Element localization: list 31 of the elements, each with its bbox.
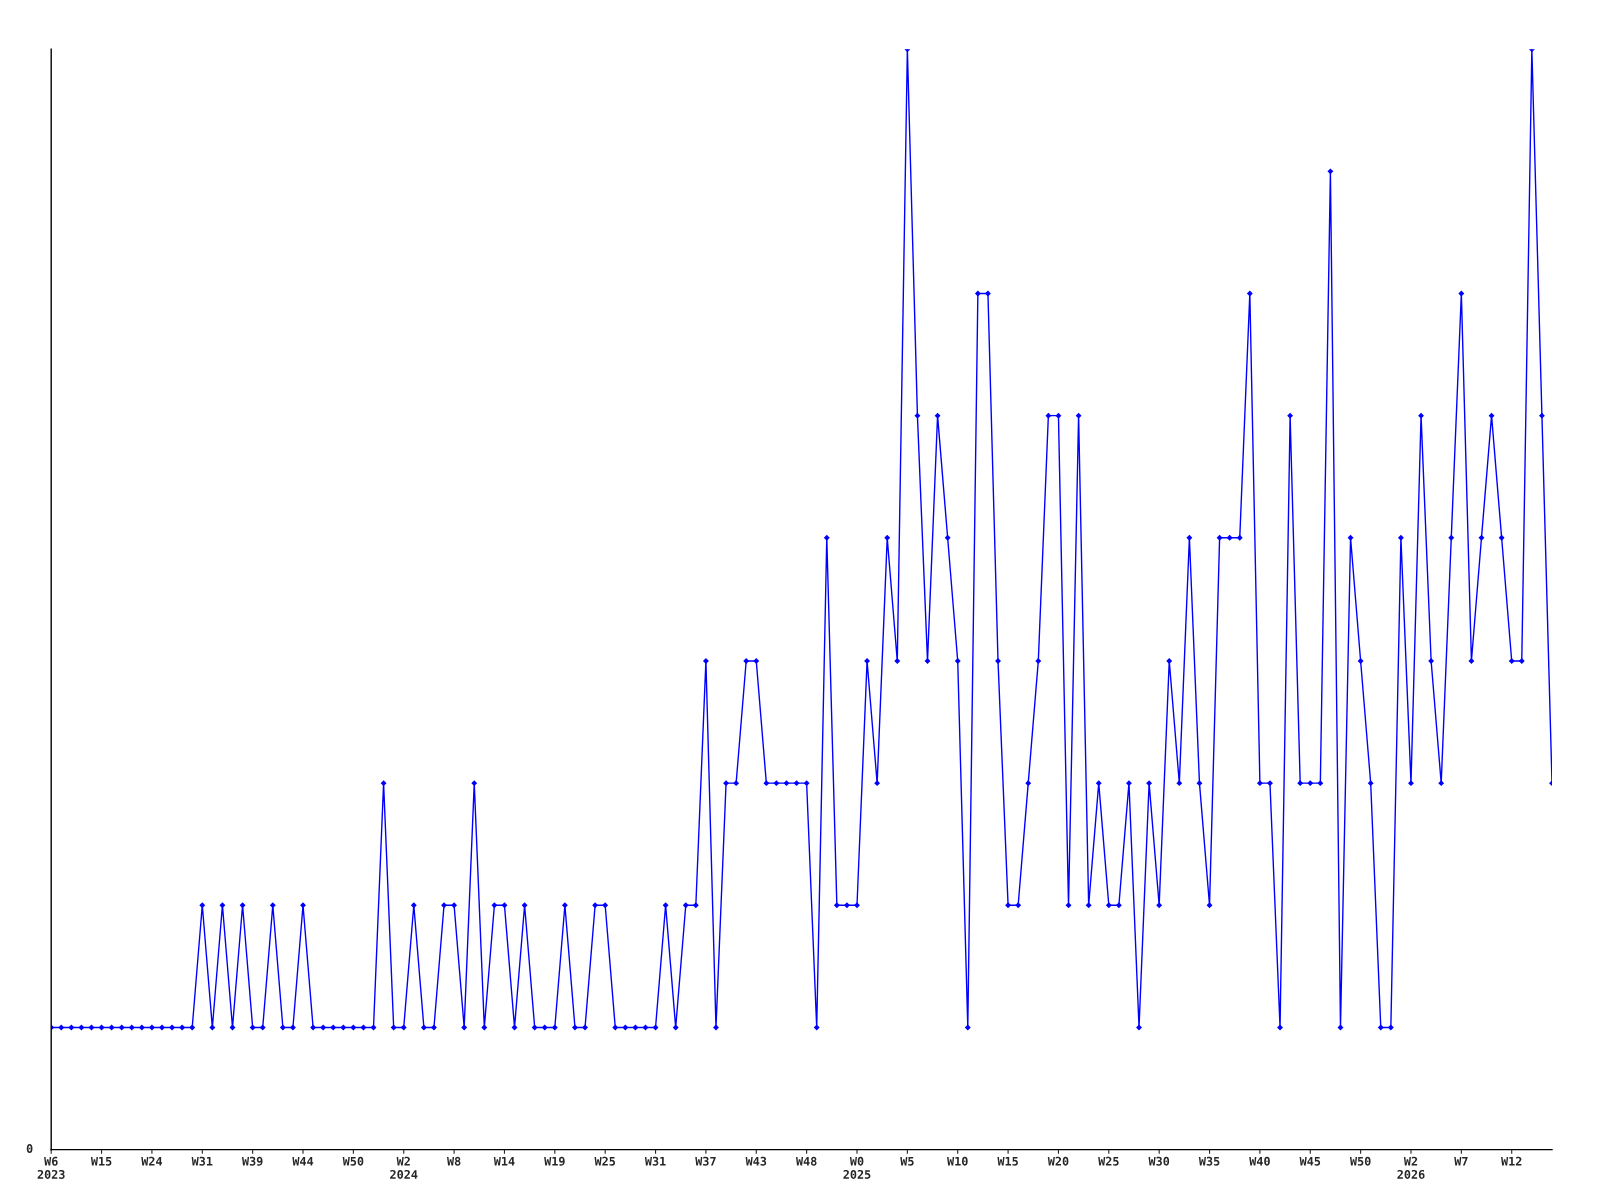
x-tick-label: W5 <box>900 1156 914 1166</box>
x-tick-label: W40 <box>1249 1156 1270 1166</box>
x-tick-label: W2 2024 <box>390 1156 418 1179</box>
x-tick-label: W25 <box>1098 1156 1119 1166</box>
x-tick-label: W31 <box>191 1156 213 1166</box>
x-tick-label: W19 <box>544 1156 565 1166</box>
x-tick-label: W7 <box>1454 1156 1468 1166</box>
x-tick-label: W6 2023 <box>37 1156 65 1179</box>
x-tick-label: W35 <box>1198 1156 1220 1166</box>
x-tick-label: W39 <box>241 1156 263 1166</box>
x-tick-label: W12 <box>1501 1156 1522 1166</box>
x-tick-label: W31 <box>644 1156 666 1166</box>
x-tick-label: W43 <box>745 1156 767 1166</box>
x-tick-label: W48 <box>795 1156 817 1166</box>
x-tick-label: W44 <box>292 1156 314 1166</box>
x-tick-label: W24 <box>141 1156 163 1166</box>
x-tick-label: W20 <box>1047 1156 1069 1166</box>
x-tick-label: W8 <box>446 1156 461 1166</box>
x-tick-label: W25 <box>594 1156 616 1166</box>
x-tick-label: W15 <box>90 1156 112 1166</box>
x-tick-label: W50 <box>1349 1156 1371 1166</box>
x-tick-label: W0 2025 <box>843 1156 871 1179</box>
x-tick-label: W37 <box>695 1156 716 1166</box>
text: 0 <box>26 1144 33 1154</box>
x-tick-label: W14 <box>493 1156 515 1166</box>
x-tick-label: W30 <box>1148 1156 1170 1166</box>
x-tick-label: W45 <box>1299 1156 1321 1166</box>
x-tick-label: W15 <box>997 1156 1018 1166</box>
x-tick-label: W50 <box>342 1156 364 1166</box>
x-tick-label: W10 <box>947 1156 968 1166</box>
x-tick-label: W2 2026 <box>1397 1156 1425 1179</box>
